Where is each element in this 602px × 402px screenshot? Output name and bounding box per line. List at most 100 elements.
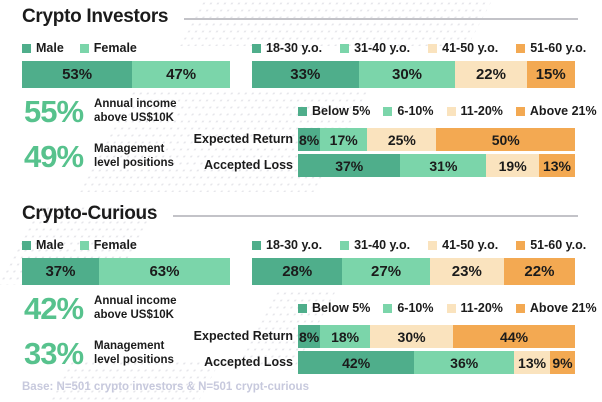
bar-segment: 53% <box>22 61 133 88</box>
expected-return-label: Expected Return <box>193 329 293 343</box>
legend-label: Female <box>93 41 137 55</box>
section-header: Crypto-Curious <box>22 203 578 225</box>
legend-swatch-icon <box>383 303 393 313</box>
bar-segment: 17% <box>320 128 368 151</box>
section-title: Crypto Investors <box>22 6 169 27</box>
stat-label: Annual income above US$10K <box>94 295 177 321</box>
legend-swatch-icon <box>340 240 350 250</box>
bar-segment: 28% <box>252 258 343 285</box>
expected-return-label: Expected Return <box>193 132 293 146</box>
legend-swatch-icon <box>298 303 307 313</box>
expected-return-bar: 8% 18% 30% 44% <box>298 325 575 348</box>
legend-swatch-icon <box>252 240 261 250</box>
section-title: Crypto-Curious <box>22 203 158 224</box>
legend-item: 11-20% <box>446 301 503 315</box>
legend-item: Female <box>79 238 137 252</box>
bar-segment: 22% <box>503 258 575 285</box>
legend-swatch-icon <box>428 240 438 250</box>
legend-swatch-icon <box>22 43 31 53</box>
accepted-loss-bar: 37% 31% 19% 13% <box>298 154 575 177</box>
legend-swatch-icon <box>446 106 456 116</box>
legend-swatch-icon <box>516 240 526 250</box>
legend-item: Female <box>79 41 137 55</box>
legend-item: Male <box>22 41 64 55</box>
legend-label: Above 21% <box>529 104 597 118</box>
legend-item: 18-30 y.o. <box>252 41 322 55</box>
section-header: Crypto Investors <box>22 6 578 28</box>
legend-item: 51-60 y.o. <box>516 238 586 252</box>
legend-swatch-icon <box>79 240 89 250</box>
bar-segment: 25% <box>367 128 437 151</box>
bar-segment: 15% <box>526 61 575 88</box>
bar-segment: 50% <box>436 128 575 151</box>
legend-label: Female <box>93 238 137 252</box>
bar-segment: 30% <box>358 61 456 88</box>
bar-segment: 44% <box>453 325 575 348</box>
stat-value: 49% <box>24 139 84 174</box>
stat-label: Annual income above US$10K <box>94 98 177 124</box>
age-bar: 28% 27% 23% 22% <box>252 258 575 285</box>
legend-item: 51-60 y.o. <box>516 41 586 55</box>
age-bar: 33% 30% 22% 15% <box>252 61 575 88</box>
bar-segment: 33% <box>252 61 359 88</box>
gender-bar: 37% 63% <box>22 258 230 285</box>
legend-label: 51-60 y.o. <box>530 238 587 252</box>
legend-item: 31-40 y.o. <box>340 238 410 252</box>
stat-value: 33% <box>24 336 84 371</box>
legend-label: 31-40 y.o. <box>354 238 411 252</box>
stat-value: 42% <box>24 291 84 326</box>
stat-annual-income: 55% Annual income above US$10K <box>24 94 176 130</box>
header-divider-line <box>173 214 578 217</box>
legend-item: Above 21% <box>515 301 597 315</box>
legend-label: 6-10% <box>397 104 434 118</box>
legend-item: 31-40 y.o. <box>340 41 410 55</box>
accepted-loss-label: Accepted Loss <box>204 355 293 369</box>
legend-swatch-icon <box>340 43 350 53</box>
bar-segment: 18% <box>320 325 371 348</box>
legend-item: 41-50 y.o. <box>428 41 498 55</box>
bar-segment: 31% <box>400 154 487 177</box>
legend-item: Below 5% <box>298 104 370 118</box>
header-divider-line <box>184 17 578 20</box>
bar-segment: 22% <box>455 61 527 88</box>
legend-item: 18-30 y.o. <box>252 238 322 252</box>
bar-segment: 23% <box>429 258 504 285</box>
stat-value: 55% <box>24 94 84 129</box>
legend-label: 18-30 y.o. <box>266 41 323 55</box>
legend-item: Above 21% <box>515 104 597 118</box>
bar-segment: 8% <box>298 128 321 151</box>
legend-swatch-icon <box>446 303 456 313</box>
gender-bar: 53% 47% <box>22 61 230 88</box>
legend-label: 6-10% <box>397 301 434 315</box>
legend-item: 41-50 y.o. <box>428 238 498 252</box>
legend-label: Male <box>36 41 64 55</box>
legend-label: 11-20% <box>460 301 503 315</box>
base-note: Base: N=501 crypto investors & N=501 cry… <box>22 381 309 393</box>
legend-label: Below 5% <box>312 301 371 315</box>
legend-swatch-icon <box>252 43 261 53</box>
legend-label: Male <box>36 238 64 252</box>
section-crypto-investors: Crypto Investors Male Female 53% 47% 18-30… <box>0 0 602 197</box>
stat-annual-income: 42% Annual income above US$10K <box>24 291 176 327</box>
legend-label: 31-40 y.o. <box>354 41 411 55</box>
gender-legend: Male Female <box>22 41 137 55</box>
risk-legend: Below 5% 6-10% 11-20% Above 21% <box>298 104 597 118</box>
bar-segment: 36% <box>414 351 515 374</box>
bar-segment: 8% <box>298 325 321 348</box>
legend-label: 18-30 y.o. <box>266 238 323 252</box>
bar-segment: 13% <box>514 351 551 374</box>
legend-item: Below 5% <box>298 301 370 315</box>
legend-swatch-icon <box>298 106 307 116</box>
bar-segment: 30% <box>370 325 454 348</box>
legend-label: 41-50 y.o. <box>442 238 499 252</box>
bar-segment: 9% <box>550 351 575 374</box>
legend-item: 6-10% <box>383 301 434 315</box>
section-crypto-curious: Crypto-Curious Male Female 37% 63% 18-30 y… <box>0 197 602 394</box>
legend-item: 6-10% <box>383 104 434 118</box>
legend-swatch-icon <box>79 43 89 53</box>
bar-segment: 37% <box>22 258 99 285</box>
legend-swatch-icon <box>22 240 31 250</box>
age-legend: 18-30 y.o. 31-40 y.o. 41-50 y.o. 51-60 y.o. <box>252 41 586 55</box>
legend-item: Male <box>22 238 64 252</box>
